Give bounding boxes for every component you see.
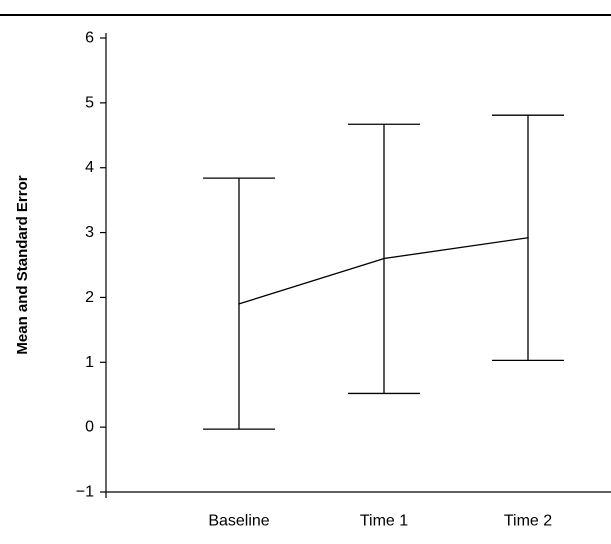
y-ticks: −1 0 1 2 3 4 5 6 (76, 30, 106, 501)
y-tick-label: 6 (85, 30, 94, 47)
y-tick-label: 3 (85, 224, 94, 241)
x-tick-label: Baseline (208, 513, 269, 530)
y-tick-label: 1 (85, 354, 94, 371)
data-point (238, 303, 240, 305)
data-point (383, 257, 385, 260)
series-layer (238, 236, 529, 305)
x-tick-label: Time 2 (504, 513, 552, 530)
y-tick-label: 0 (85, 419, 94, 436)
y-tick-label: 4 (85, 159, 94, 176)
x-ticks: Baseline Time 1 Time 2 (208, 513, 552, 530)
y-tick-label: 5 (85, 94, 94, 111)
x-tick-label: Time 1 (360, 513, 408, 530)
y-tick-label: 2 (85, 289, 94, 306)
y-tick-label: −1 (76, 484, 94, 501)
axes (105, 33, 611, 498)
error-bars (203, 114, 564, 430)
data-point (527, 236, 529, 239)
y-axis-label: Mean and Standard Error (14, 175, 31, 354)
